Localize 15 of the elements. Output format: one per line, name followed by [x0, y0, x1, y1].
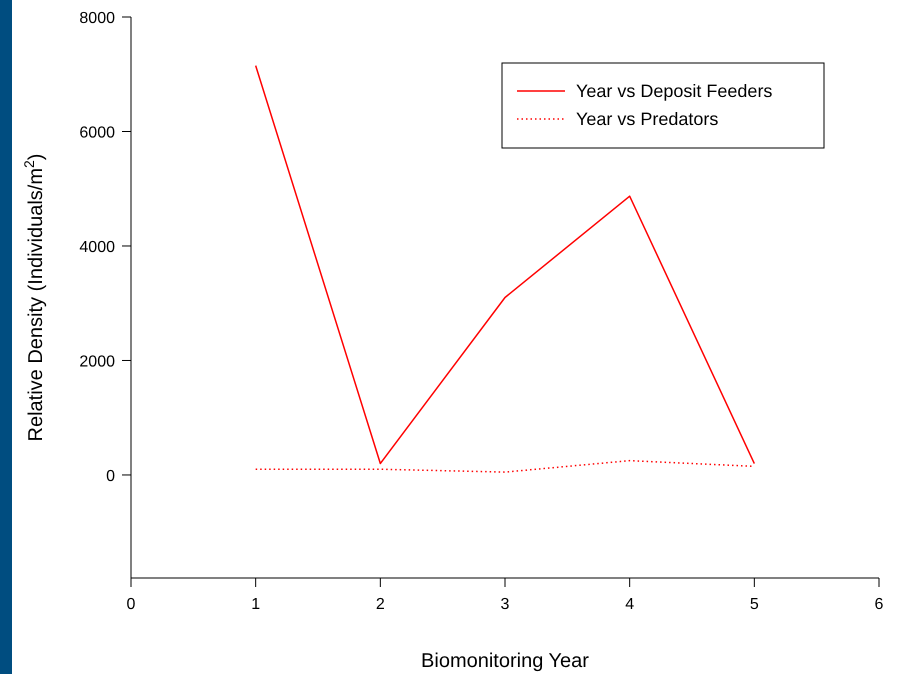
x-tick-label: 2 [376, 596, 385, 613]
legend-label: Year vs Predators [576, 109, 718, 129]
y-tick-label: 8000 [79, 10, 116, 27]
y-tick-label: 0 [106, 468, 116, 485]
y-tick-label: 4000 [79, 238, 116, 256]
x-axis-title: Biomonitoring Year [421, 650, 590, 672]
x-tick-label: 3 [500, 596, 510, 613]
x-tick-label: 4 [625, 596, 634, 613]
legend-label: Year vs Deposit Feeders [576, 81, 772, 101]
x-tick-label: 5 [750, 596, 759, 613]
y-tick-label: 6000 [79, 124, 116, 142]
x-tick-label: 6 [874, 596, 884, 613]
x-tick-label: 0 [126, 596, 136, 613]
x-tick-label: 1 [251, 596, 260, 613]
y-tick-label: 2000 [79, 353, 116, 370]
